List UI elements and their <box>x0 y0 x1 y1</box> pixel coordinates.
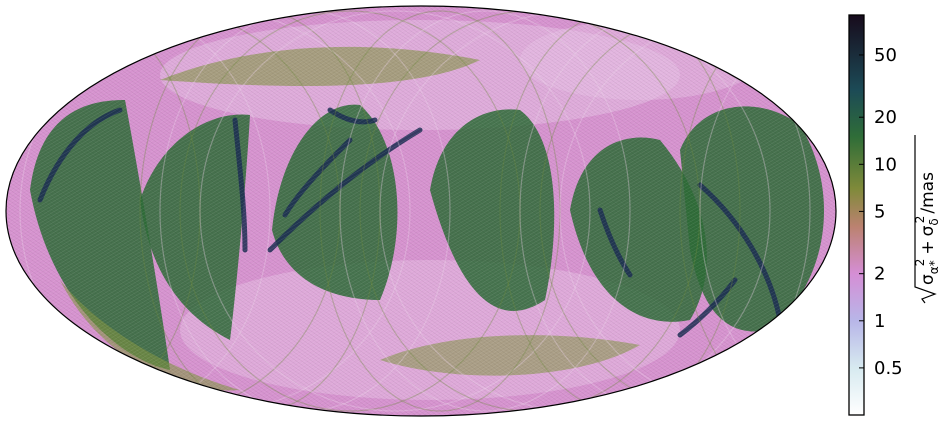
colorbar-tick-label: 5 <box>874 201 885 222</box>
colorbar-tick-label: 50 <box>874 45 897 66</box>
colorbar-axis-label: σα*2+σδ2/mas <box>913 135 941 304</box>
colorbar-ticks: 0.5 1 2 5 10 20 50 <box>859 45 903 379</box>
sqrt-sign <box>914 135 937 304</box>
colorbar-tick-label: 0.5 <box>874 358 903 379</box>
colorbar-tick-label: 10 <box>874 154 897 175</box>
colorbar-tick-label: 2 <box>874 264 885 285</box>
colorbar-label-text: σα*2+σδ2/mas <box>913 172 941 285</box>
colorbar-bar <box>848 14 865 416</box>
colorbar: 0.5 1 2 5 10 20 50 σα*2+σδ2/mas <box>848 14 941 416</box>
scan-texture-overlay <box>6 6 836 416</box>
map-outline <box>5 5 837 417</box>
colorbar-tick-label: 1 <box>874 311 885 332</box>
colorbar-tick-label: 20 <box>874 107 897 128</box>
